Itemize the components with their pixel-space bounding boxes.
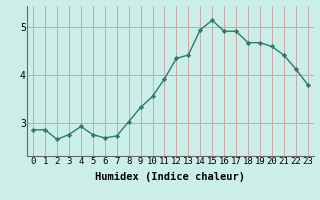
X-axis label: Humidex (Indice chaleur): Humidex (Indice chaleur) — [95, 172, 245, 182]
